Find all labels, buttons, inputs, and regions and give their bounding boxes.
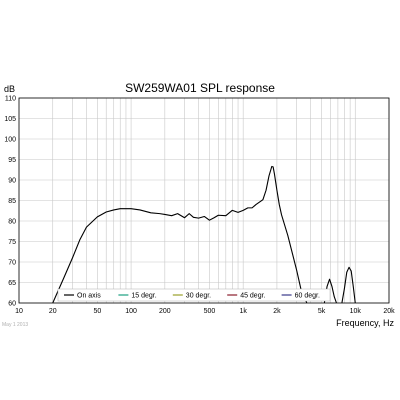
series-line-on-axis — [341, 266, 356, 303]
x-tick-label: 2k — [273, 308, 281, 315]
legend: On axis 15 degr. 30 degr. 45 degr. 60 degr. — [57, 288, 331, 302]
chart-title: SW259WA01 SPL response — [125, 81, 275, 95]
x-tick-label: 1k — [239, 308, 247, 315]
legend-label-30-degr-: 30 degr. — [186, 293, 211, 300]
plot-frame — [18, 97, 390, 304]
x-tick-label: 10 — [15, 308, 23, 315]
legend-label-60-degr-: 60 degr. — [295, 293, 320, 300]
x-tick-label: 20 — [49, 308, 57, 315]
date-stamp: May 1 2013 — [2, 322, 28, 328]
x-tick-label: 500 — [204, 308, 216, 315]
y-tick-label: 110 — [5, 96, 16, 103]
x-tick-label: 200 — [159, 308, 171, 315]
y-tick-label: 70 — [8, 260, 16, 267]
y-tick-label: 95 — [8, 157, 16, 164]
grid — [18, 97, 390, 304]
y-tick-label: 60 — [8, 301, 16, 308]
y-axis-label: dB — [4, 84, 15, 94]
legend-label-45-degr-: 45 degr. — [240, 293, 265, 300]
x-tick-label: 5k — [318, 308, 326, 315]
tick-labels: 60 65 70 75 80 85 90 95 100 105 110 10 20 50 100 200 500… — [4, 96, 395, 316]
x-tick-label: 100 — [125, 308, 137, 315]
y-tick-label: 65 — [8, 280, 16, 287]
x-axis-label: Frequency, Hz — [336, 318, 394, 328]
legend-label-on-axis: On axis — [77, 293, 101, 300]
x-tick-label: 50 — [93, 308, 101, 315]
y-tick-label: 100 — [4, 137, 16, 144]
y-tick-label: 80 — [8, 219, 16, 226]
legend-box — [57, 288, 331, 302]
y-tick-label: 90 — [8, 178, 16, 185]
y-tick-label: 105 — [4, 116, 16, 123]
y-tick-label: 85 — [8, 198, 16, 205]
legend-label-15-degr-: 15 degr. — [131, 293, 156, 300]
x-tick-label: 20k — [383, 308, 395, 315]
series-line-on-axis — [52, 165, 308, 303]
y-tick-label: 75 — [8, 239, 16, 246]
x-tick-label: 10k — [350, 308, 362, 315]
